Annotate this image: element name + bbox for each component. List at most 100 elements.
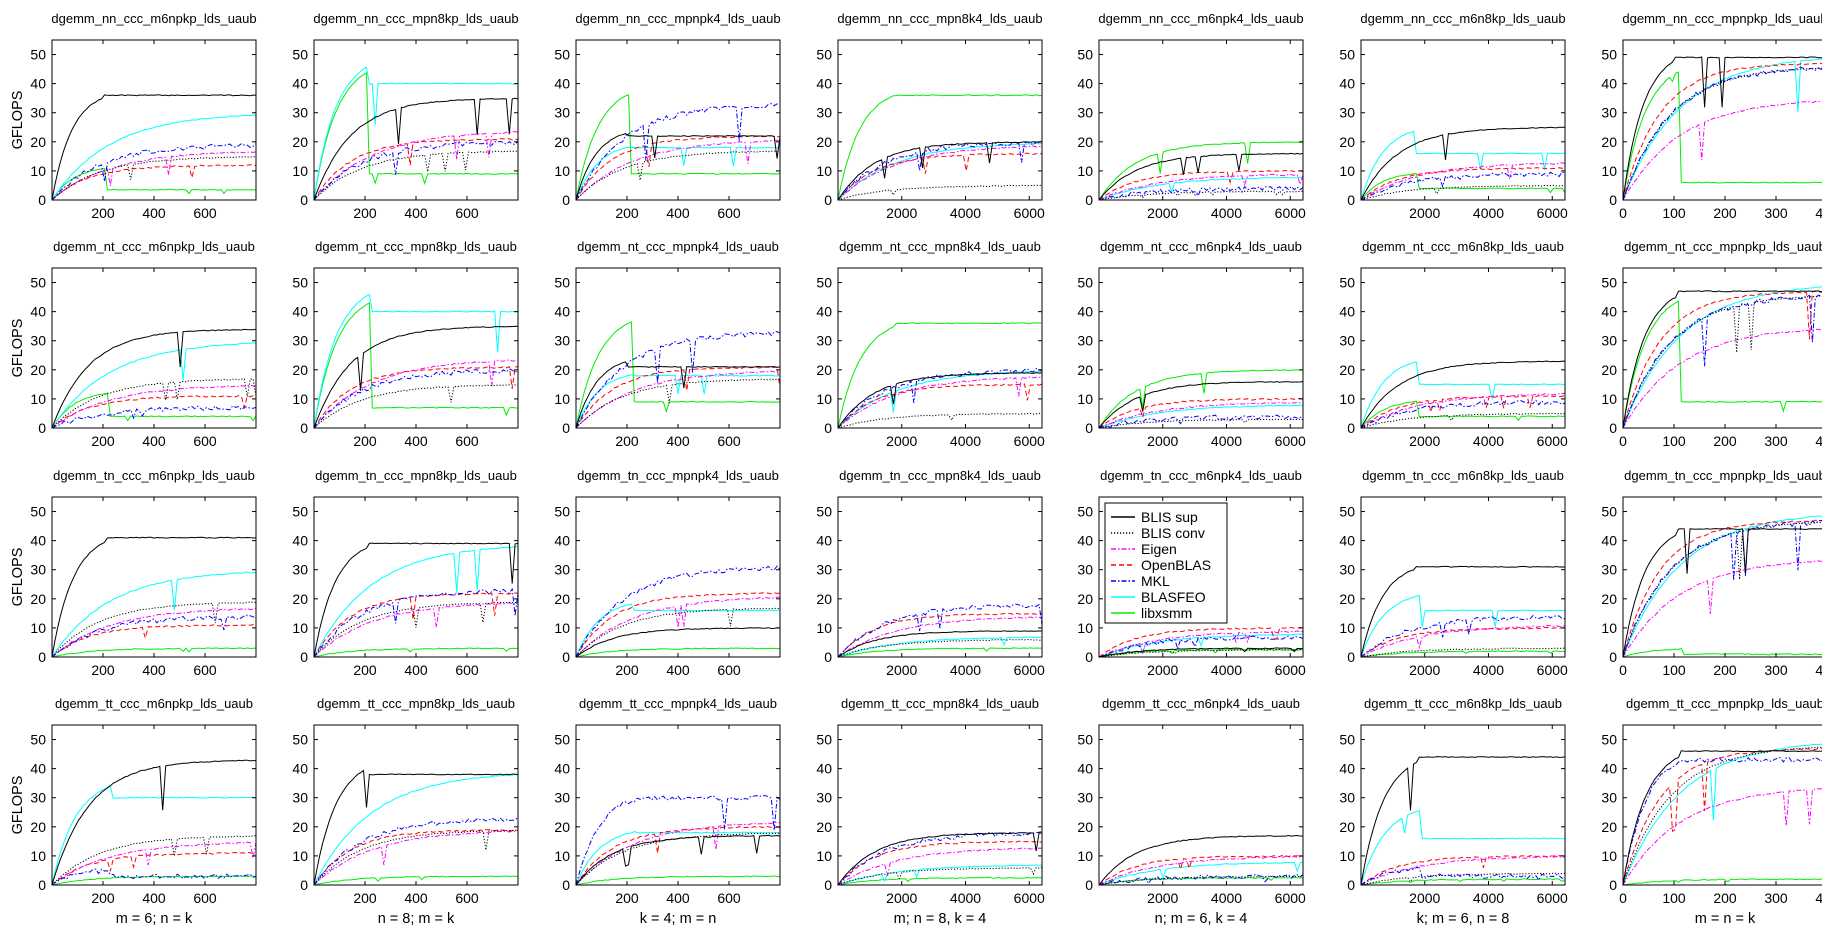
y-tick-label: 10	[554, 391, 570, 407]
series-line-mkl	[575, 795, 781, 886]
y-tick-label: 0	[1347, 420, 1355, 436]
y-axis-label: GFLOPS	[10, 548, 26, 607]
plot-frame	[1098, 39, 1304, 201]
legend-label: MKL	[1141, 573, 1170, 589]
x-tick-label: 400	[1815, 890, 1822, 906]
y-tick-label: 30	[1077, 790, 1093, 806]
x-tick-label: 400	[142, 205, 166, 221]
subplot-title: dgemm_tt_ccc_mpnpkp_lds_uaub	[1626, 696, 1822, 711]
subplot-title: dgemm_tn_ccc_mpn8k4_lds_uaub	[839, 468, 1041, 483]
series-line-libxsmm	[575, 875, 781, 886]
subplot-r2-c1: dgemm_tn_ccc_mpn8kp_lds_uaub 0 10 20 30 40 50 2…	[292, 468, 519, 678]
x-tick-label: 600	[193, 890, 217, 906]
subplot-title: dgemm_tt_ccc_m6npk4_lds_uaub	[1102, 696, 1300, 711]
subplot-title: dgemm_nt_ccc_m6npk4_lds_uaub	[1100, 239, 1302, 254]
series-line-eigen	[51, 607, 257, 658]
series-line-libxsmm	[1622, 648, 1822, 658]
y-tick-label: 50	[1601, 504, 1617, 520]
x-tick-label: 6000	[1275, 433, 1306, 449]
x-axis-label: n; m = 6, k = 4	[1155, 911, 1248, 927]
x-tick-label: 0	[1619, 662, 1627, 678]
y-tick-label: 50	[1339, 504, 1355, 520]
y-tick-label: 20	[816, 134, 832, 150]
subplot-title: dgemm_tt_ccc_mpnpk4_lds_uaub	[579, 696, 777, 711]
y-tick-label: 0	[300, 877, 308, 893]
y-tick-label: 40	[816, 304, 832, 320]
series-line-mkl	[1622, 757, 1822, 886]
series-line-eigen	[1360, 624, 1566, 658]
series-line-mkl	[313, 368, 519, 429]
x-tick-label: 600	[193, 433, 217, 449]
plot-frame	[313, 267, 519, 429]
series-line-blis-conv	[1360, 872, 1566, 886]
y-tick-label: 30	[554, 333, 570, 349]
series-line-libxsmm	[1098, 369, 1304, 429]
x-tick-label: 200	[91, 433, 115, 449]
x-tick-label: 300	[1764, 890, 1788, 906]
series-line-blis-conv	[1622, 67, 1822, 201]
x-tick-label: 4000	[1473, 433, 1504, 449]
series-line-blis-sup	[1360, 565, 1566, 658]
series-line-blasfeo	[1098, 633, 1304, 658]
series-line-libxsmm	[51, 168, 257, 201]
series-line-blis-sup	[575, 361, 781, 429]
y-tick-label: 20	[554, 819, 570, 835]
series-line-libxsmm	[575, 321, 781, 429]
y-tick-label: 50	[1077, 732, 1093, 748]
series-line-libxsmm	[837, 94, 1043, 201]
series-line-blasfeo	[1098, 861, 1304, 886]
subplot-r2-c2: dgemm_tn_ccc_mpnpk4_lds_uaub 0 10 20 30 40 50 2…	[554, 468, 781, 678]
y-tick-label: 20	[292, 362, 308, 378]
subplot-r2-c4: dgemm_tn_ccc_m6npk4_lds_uaub 0 10 20 30 40 50 2…	[1077, 468, 1306, 678]
y-tick-label: 50	[292, 47, 308, 63]
series-line-openblas	[1098, 626, 1304, 658]
series-line-libxsmm	[313, 72, 519, 201]
series-line-mkl	[51, 868, 257, 886]
y-tick-label: 0	[38, 420, 46, 436]
y-tick-label: 30	[1339, 333, 1355, 349]
subplot-r0-c5: dgemm_nn_ccc_m6n8kp_lds_uaub 0 10 20 30 40 50 2…	[1339, 11, 1568, 221]
subplot-title: dgemm_nn_ccc_mpn8k4_lds_uaub	[837, 11, 1042, 26]
series-line-eigen	[1098, 173, 1304, 201]
y-tick-label: 30	[292, 790, 308, 806]
series-line-mkl	[1360, 171, 1566, 201]
series-line-blasfeo	[51, 342, 257, 429]
x-tick-label: 300	[1764, 205, 1788, 221]
x-tick-label: 2000	[1409, 890, 1440, 906]
series-line-openblas	[1622, 747, 1822, 886]
y-tick-label: 0	[824, 420, 832, 436]
y-tick-label: 50	[554, 732, 570, 748]
x-tick-label: 4000	[950, 662, 981, 678]
x-tick-label: 200	[91, 890, 115, 906]
y-tick-label: 50	[816, 732, 832, 748]
y-tick-label: 50	[292, 504, 308, 520]
series-line-openblas	[1360, 626, 1566, 658]
series-line-blasfeo	[313, 293, 519, 429]
x-tick-label: 200	[353, 433, 377, 449]
x-tick-label: 400	[404, 433, 428, 449]
y-tick-label: 30	[816, 562, 832, 578]
subplot-title: dgemm_tt_ccc_mpn8kp_lds_uaub	[317, 696, 515, 711]
x-axis-label: n = 8; m = k	[378, 911, 455, 927]
series-line-openblas	[51, 851, 257, 886]
series-line-openblas	[575, 366, 781, 429]
series-line-eigen	[837, 616, 1043, 658]
series-line-blis-conv	[313, 150, 519, 201]
y-tick-label: 40	[30, 533, 46, 549]
series-line-libxsmm	[1360, 650, 1566, 658]
y-tick-label: 50	[816, 504, 832, 520]
plot-frame	[837, 724, 1043, 886]
x-tick-label: 2000	[886, 205, 917, 221]
subplot-title: dgemm_nn_ccc_mpnpk4_lds_uaub	[575, 11, 780, 26]
series-line-blasfeo	[51, 785, 257, 886]
y-tick-label: 10	[554, 848, 570, 864]
series-line-blis-sup	[51, 94, 257, 200]
y-axis-label: GFLOPS	[10, 319, 26, 378]
series-line-openblas	[51, 164, 257, 201]
x-tick-label: 200	[1713, 890, 1737, 906]
y-tick-label: 40	[1339, 533, 1355, 549]
y-tick-label: 0	[562, 649, 570, 665]
series-line-blasfeo	[1360, 130, 1566, 201]
series-line-libxsmm	[313, 302, 519, 429]
plot-frame	[313, 496, 519, 658]
